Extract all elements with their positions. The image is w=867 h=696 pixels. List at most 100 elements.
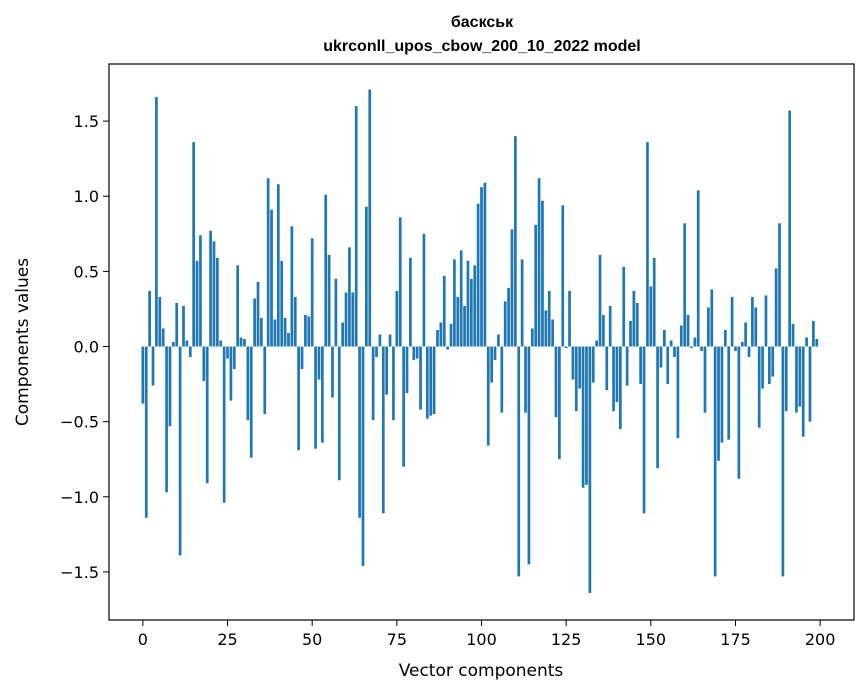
bar-104: [493, 346, 497, 361]
bar-39: [273, 319, 277, 347]
bar-143: [625, 346, 629, 386]
bar-166: [703, 346, 707, 413]
bar-155: [666, 346, 670, 385]
bar-115: [530, 328, 534, 347]
bar-3: [151, 346, 155, 386]
bar-72: [385, 346, 389, 395]
bar-98: [473, 265, 477, 347]
bar-71: [381, 346, 385, 514]
bar-12: [182, 305, 185, 347]
x-tick-label: 0: [138, 630, 148, 649]
bar-140: [615, 346, 619, 403]
bar-96: [466, 260, 470, 347]
bar-118: [541, 200, 544, 347]
bar-191: [788, 110, 792, 347]
bar-172: [723, 329, 727, 347]
bar-83: [422, 233, 426, 347]
bar-75: [395, 290, 399, 347]
bar-138: [608, 305, 612, 347]
bar-50: [310, 238, 314, 347]
bar-185: [767, 346, 771, 385]
y-axis-label: Components values: [13, 258, 33, 426]
bar-167: [707, 307, 710, 347]
bar-93: [456, 296, 460, 347]
bar-8: [168, 346, 172, 427]
bar-173: [727, 346, 731, 440]
bar-90: [446, 346, 449, 350]
bar-130: [581, 346, 585, 488]
bar-10: [175, 302, 179, 347]
bar-112: [520, 259, 524, 347]
bar-80: [412, 346, 416, 361]
bar-123: [558, 346, 561, 460]
bar-108: [507, 287, 510, 347]
bar-134: [595, 340, 598, 347]
bar-159: [679, 325, 683, 347]
bar-184: [764, 295, 768, 347]
bar-58: [337, 346, 341, 481]
bar-193: [795, 346, 798, 413]
bar-158: [676, 346, 680, 439]
bar-series: [141, 89, 819, 593]
bar-136: [602, 314, 605, 347]
bar-153: [659, 346, 663, 368]
y-tick-label: 0.0: [74, 338, 99, 357]
bar-43: [287, 332, 290, 347]
bar-21: [212, 241, 216, 347]
bar-23: [219, 340, 223, 347]
bar-63: [354, 106, 358, 347]
bar-144: [629, 320, 632, 347]
bar-120: [547, 290, 551, 347]
bar-89: [442, 275, 446, 347]
bar-194: [798, 346, 802, 407]
bar-101: [483, 182, 487, 347]
bar-151: [652, 257, 656, 347]
bar-199: [815, 338, 819, 347]
bar-86: [432, 346, 436, 415]
bar-70: [378, 334, 382, 347]
bar-107: [503, 301, 507, 347]
x-tick-label: 175: [720, 630, 751, 649]
bar-189: [781, 346, 785, 577]
x-tick-label: 200: [805, 630, 836, 649]
bar-154: [663, 329, 666, 347]
bar-135: [598, 254, 602, 347]
bar-84: [425, 346, 429, 419]
bar-67: [368, 89, 372, 347]
bar-48: [304, 314, 307, 347]
bar-179: [747, 346, 751, 358]
bar-6: [161, 328, 165, 347]
bar-24: [222, 346, 226, 503]
bar-57: [334, 278, 338, 347]
bar-22: [216, 257, 219, 347]
bar-14: [188, 346, 192, 358]
bar-55: [327, 254, 331, 347]
bar-157: [673, 346, 676, 358]
bar-183: [761, 346, 764, 389]
bar-47: [300, 346, 304, 370]
bar-94: [459, 250, 463, 347]
bar-129: [578, 346, 582, 389]
bar-52: [317, 346, 321, 380]
bar-17: [199, 235, 202, 347]
y-tick-label: −1.5: [60, 563, 99, 582]
bar-38: [270, 209, 273, 347]
bar-69: [375, 346, 378, 358]
bar-198: [812, 320, 815, 347]
bar-147: [639, 346, 643, 385]
y-tick-label: −1.0: [60, 488, 99, 507]
y-tick-label: 1.0: [74, 187, 99, 206]
bar-186: [771, 346, 775, 377]
bar-82: [419, 346, 422, 410]
bar-25: [226, 346, 229, 359]
chart-title: баскськ ukrconll_upos_cbow_200_10_2022 m…: [323, 14, 640, 55]
bar-177: [740, 342, 744, 347]
bar-113: [524, 346, 527, 413]
bar-146: [635, 302, 639, 347]
bar-149: [646, 142, 649, 347]
bar-87: [436, 329, 439, 347]
bar-110: [514, 136, 517, 347]
bar-76: [398, 217, 402, 347]
bar-9: [171, 342, 175, 347]
bar-95: [463, 305, 466, 347]
